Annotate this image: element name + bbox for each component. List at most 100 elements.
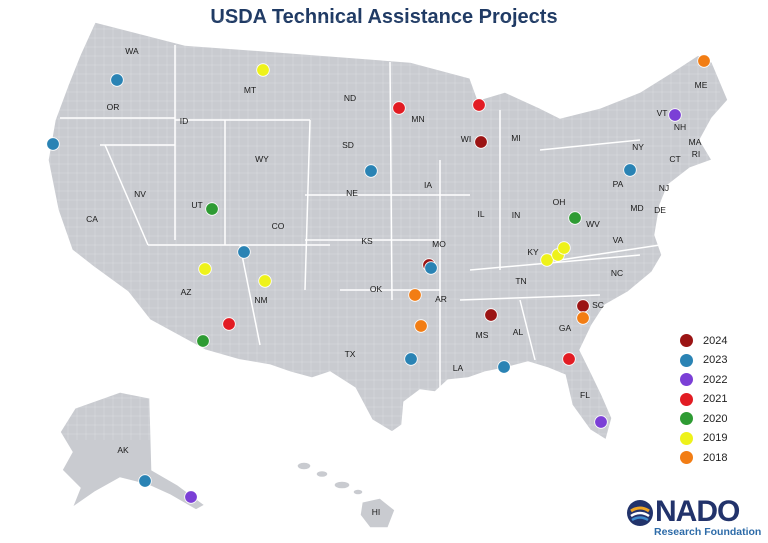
- project-marker-2019[interactable]: [540, 253, 554, 267]
- state-label-pa: PA: [613, 179, 624, 189]
- state-label-nh: NH: [674, 122, 686, 132]
- project-marker-2019[interactable]: [258, 274, 272, 288]
- state-label-va: VA: [613, 235, 624, 245]
- state-label-ky: KY: [527, 247, 539, 257]
- legend-swatch: [680, 412, 693, 426]
- project-marker-2024[interactable]: [484, 308, 498, 322]
- project-marker-2018[interactable]: [697, 54, 711, 68]
- state-label-la: LA: [453, 363, 464, 373]
- project-marker-2023[interactable]: [424, 261, 438, 275]
- state-label-de: DE: [654, 205, 666, 215]
- state-label-nc: NC: [611, 268, 623, 278]
- legend-item-2020: 2020: [680, 409, 760, 429]
- state-label-ok: OK: [370, 284, 383, 294]
- legend-swatch: [680, 334, 693, 348]
- logo-subtitle: Research Foundation: [654, 526, 762, 538]
- state-label-md: MD: [630, 203, 643, 213]
- project-marker-2021[interactable]: [392, 101, 406, 115]
- project-marker-2019[interactable]: [256, 63, 270, 77]
- legend-swatch: [680, 431, 693, 445]
- legend-swatch: [680, 353, 693, 367]
- state-label-mn: MN: [411, 114, 424, 124]
- state-label-id: ID: [180, 116, 189, 126]
- project-marker-2021[interactable]: [222, 317, 236, 331]
- project-marker-2023[interactable]: [237, 245, 251, 259]
- legend-year-label: 2023: [703, 354, 728, 367]
- state-label-ct: CT: [669, 154, 680, 164]
- logo-wordmark: NADO: [655, 495, 740, 528]
- state-label-ri: RI: [692, 149, 701, 159]
- project-marker-2024[interactable]: [576, 299, 590, 313]
- state-label-nv: NV: [134, 189, 146, 199]
- project-marker-2023[interactable]: [110, 73, 124, 87]
- project-marker-2023[interactable]: [46, 137, 60, 151]
- project-marker-2023[interactable]: [364, 164, 378, 178]
- state-label-mi: MI: [511, 133, 520, 143]
- project-marker-2019[interactable]: [557, 241, 571, 255]
- project-marker-2023[interactable]: [623, 163, 637, 177]
- state-label-fl: FL: [580, 390, 590, 400]
- nado-swirl-icon: [627, 500, 653, 526]
- state-label-ia: IA: [424, 180, 432, 190]
- state-label-sd: SD: [342, 140, 354, 150]
- legend-item-2021: 2021: [680, 390, 760, 410]
- state-label-ma: MA: [689, 137, 702, 147]
- legend-item-2018: 2018: [680, 448, 760, 468]
- project-marker-2022[interactable]: [594, 415, 608, 429]
- project-marker-2018[interactable]: [408, 288, 422, 302]
- state-label-wa: WA: [125, 46, 139, 56]
- state-label-mt: MT: [244, 85, 256, 95]
- project-marker-2023[interactable]: [138, 474, 152, 488]
- state-label-nm: NM: [254, 295, 267, 305]
- state-label-sc: SC: [592, 300, 604, 310]
- project-marker-2018[interactable]: [414, 319, 428, 333]
- legend-year-label: 2021: [703, 393, 728, 406]
- state-label-ms: MS: [476, 330, 489, 340]
- project-marker-2018[interactable]: [576, 311, 590, 325]
- project-marker-2024[interactable]: [474, 135, 488, 149]
- project-marker-2022[interactable]: [184, 490, 198, 504]
- legend-year-label: 2024: [703, 334, 728, 347]
- state-label-nj: NJ: [659, 183, 669, 193]
- legend-item-2019: 2019: [680, 429, 760, 449]
- state-label-ak: AK: [117, 445, 129, 455]
- state-label-oh: OH: [553, 197, 566, 207]
- state-label-tx: TX: [345, 349, 356, 359]
- legend-year-label: 2018: [703, 451, 728, 464]
- state-boundaries: [60, 45, 661, 400]
- project-marker-2023[interactable]: [404, 352, 418, 366]
- legend-year-label: 2020: [703, 412, 728, 425]
- legend-year-label: 2019: [703, 432, 728, 445]
- legend-swatch: [680, 392, 693, 406]
- legend-item-2022: 2022: [680, 370, 760, 390]
- state-label-or: OR: [107, 102, 120, 112]
- state-label-mo: MO: [432, 239, 446, 249]
- legend-year-label: 2022: [703, 373, 728, 386]
- state-label-ar: AR: [435, 294, 447, 304]
- project-marker-2020[interactable]: [568, 211, 582, 225]
- project-marker-2019[interactable]: [198, 262, 212, 276]
- legend-item-2024: 2024: [680, 331, 760, 351]
- project-marker-2021[interactable]: [472, 98, 486, 112]
- project-marker-2022[interactable]: [668, 108, 682, 122]
- state-label-co: CO: [272, 221, 285, 231]
- county-grid: [49, 19, 720, 440]
- state-label-vt: VT: [657, 108, 668, 118]
- state-label-ga: GA: [559, 323, 572, 333]
- hawaii-shape: [296, 461, 396, 529]
- state-label-nd: ND: [344, 93, 356, 103]
- project-marker-2020[interactable]: [196, 334, 210, 348]
- state-label-wy: WY: [255, 154, 269, 164]
- legend: 2024 2023 2022 2021 2020 2019 2018: [680, 331, 760, 468]
- state-label-in: IN: [512, 210, 521, 220]
- project-marker-2021[interactable]: [562, 352, 576, 366]
- state-label-al: AL: [513, 327, 524, 337]
- state-label-ut: UT: [191, 200, 202, 210]
- state-label-tn: TN: [515, 276, 526, 286]
- state-label-wi: WI: [461, 134, 471, 144]
- nado-logo: NADO Research Foundation: [626, 495, 764, 539]
- alaska-shape: [59, 391, 207, 511]
- state-label-ne: NE: [346, 188, 358, 198]
- project-marker-2020[interactable]: [205, 202, 219, 216]
- project-marker-2023[interactable]: [497, 360, 511, 374]
